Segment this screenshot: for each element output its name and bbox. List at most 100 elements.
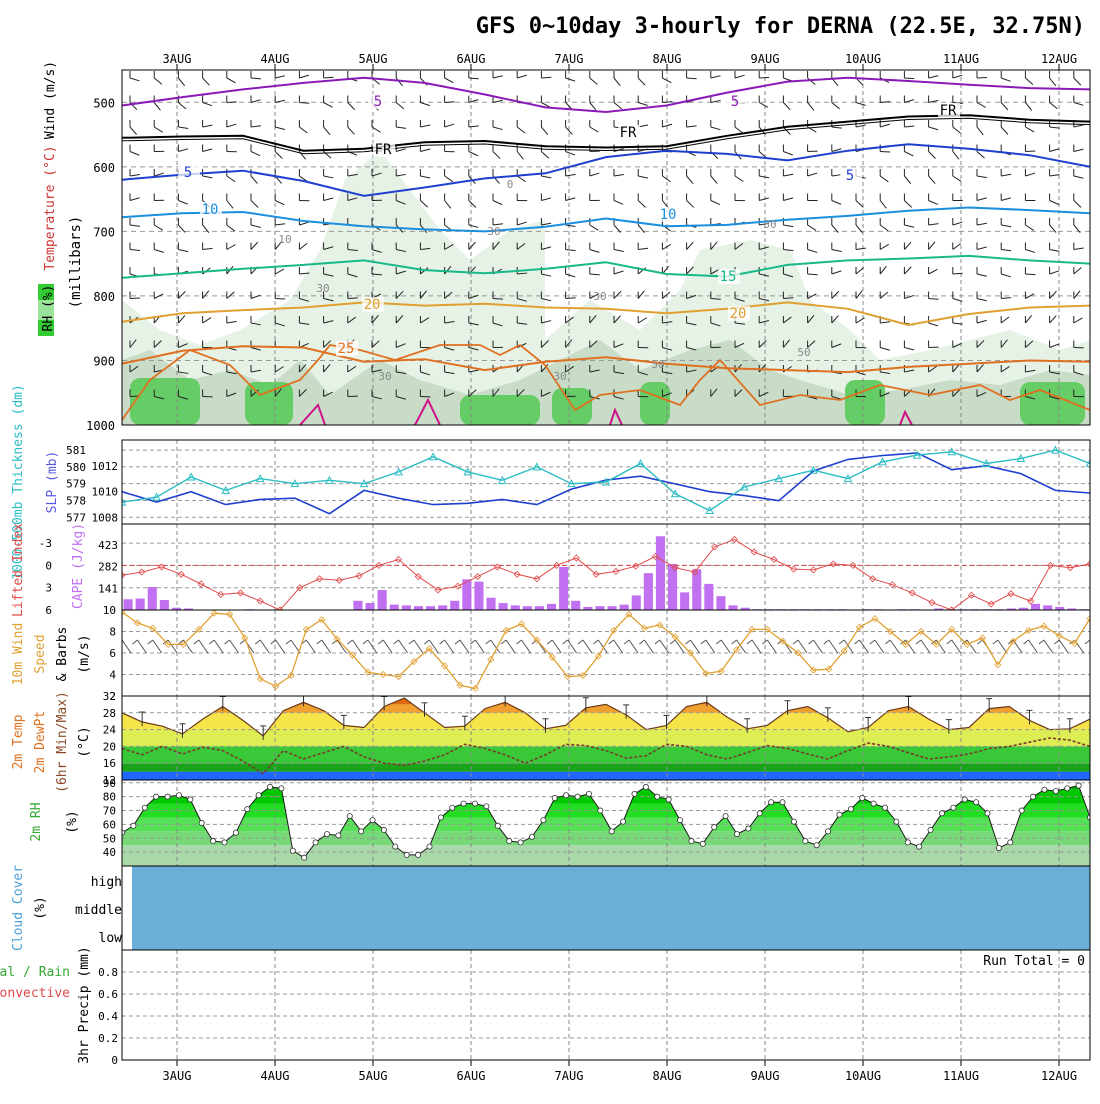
rh-marker (917, 844, 922, 849)
temp-axis-label-4: (°C) (77, 726, 92, 757)
wind-barb (1025, 274, 1035, 275)
wind-barb (977, 77, 987, 78)
wind-barb (541, 198, 551, 201)
wind-barb (783, 103, 790, 110)
rh-marker (347, 813, 352, 818)
isotherm-label-fr3: FR (940, 103, 957, 119)
rh-marker (655, 794, 660, 799)
wind-barb (662, 176, 670, 182)
wind-barb-10m-flag (332, 640, 337, 644)
wind-barb (977, 299, 987, 301)
wind-barb-10m-flag (424, 640, 429, 644)
rh-marker (267, 784, 272, 789)
wind-barb-10m (598, 640, 607, 653)
wind-barb (808, 225, 816, 230)
wind-barb (324, 176, 334, 178)
wind-barb-10m (1044, 640, 1053, 653)
wind-barb-10m-flag (440, 640, 445, 644)
rh-marker (700, 841, 705, 846)
rh-contour-label: 0 (507, 178, 514, 191)
wind-barb (178, 78, 184, 86)
wind-barb-10m-flag (547, 640, 552, 644)
thickness-tick-label: 580 (66, 461, 86, 474)
isotherm-label-5b: 5 (846, 168, 854, 184)
wind-barb (590, 274, 600, 275)
cape-bar (426, 606, 435, 610)
rh-marker (1030, 794, 1035, 799)
wind-barb (445, 124, 455, 127)
wind-barb (493, 299, 503, 300)
rh-marker (837, 812, 842, 817)
wind-barb (590, 250, 600, 253)
wind-barb (493, 76, 503, 78)
wind-barb-10m-flag (916, 640, 921, 644)
wind-barb (299, 243, 307, 249)
rh-marker (518, 840, 523, 845)
wind-barb-10m (1090, 640, 1099, 653)
isotherm-label-25: 25 (338, 341, 355, 357)
wind-barb-10m-flag (716, 640, 721, 644)
wind-barb-10m (583, 640, 592, 653)
wind-barb (493, 201, 502, 205)
wind-barb-10m (214, 640, 223, 653)
thickness-tick-label: 581 (66, 444, 86, 457)
rh-marker (359, 829, 364, 834)
wind-barb (614, 174, 624, 176)
wind-barb (130, 250, 140, 251)
wind-barb (590, 173, 600, 176)
temperature-axis-label: Temperature (°C) (43, 145, 58, 270)
rh-marker (256, 793, 261, 798)
wind10m-axis-label-3: & Barbs (55, 627, 70, 682)
wind-barb-10m-flag (593, 640, 598, 644)
wind-barb (420, 149, 430, 151)
wind-barb (783, 198, 793, 201)
date-label-top: 5AUG (359, 52, 388, 66)
wind-barb (178, 149, 188, 152)
wind10m-axis-label-2: Speed (33, 634, 48, 673)
wind-barb-10m (1029, 640, 1038, 653)
rh-marker (620, 819, 625, 824)
wind-barb (832, 127, 842, 128)
date-label-top: 3AUG (163, 52, 192, 66)
wind-barb (566, 78, 575, 81)
cape-bar (450, 601, 459, 610)
cape-bar (656, 536, 665, 610)
wind-barb (614, 291, 621, 298)
wind-barb (178, 201, 187, 205)
wind-barb (832, 201, 841, 205)
wind-barb (227, 225, 235, 231)
wind-barb (953, 176, 961, 181)
rh-marker (529, 834, 534, 839)
temp-axis-label-1: 2m Temp (11, 714, 26, 769)
wind-barb-10m-flag (516, 640, 521, 644)
cape-bar (390, 605, 399, 610)
wind-barb (783, 174, 793, 176)
wind-barb (227, 292, 235, 299)
rh-marker (575, 794, 580, 799)
chart-title: GFS 0~10day 3-hourly for DERNA (22.5E, 3… (476, 14, 1085, 39)
wind-barb (396, 149, 406, 152)
precip-tick-label: 0 (111, 1054, 118, 1067)
wind-barb-10m-flag (701, 640, 706, 644)
slp-tick-label: 1008 (92, 512, 119, 525)
rh-marker (1076, 783, 1081, 788)
rh-marker (712, 825, 717, 830)
date-label-bottom: 6AUG (457, 1069, 486, 1083)
wind-barb (517, 75, 527, 78)
rh-shade-high (130, 378, 200, 425)
wind-barb-10m-flag (148, 640, 153, 644)
precip-tick-label: 0.4 (98, 1010, 118, 1023)
wind-barb (904, 348, 914, 350)
rh-marker (939, 811, 944, 816)
wind-barb (808, 250, 818, 253)
wind-barb (227, 124, 237, 127)
li-tick-label: 0 (45, 559, 52, 572)
rh-marker (154, 794, 159, 799)
wind-barb (856, 103, 866, 106)
wind-barb-10m (706, 640, 715, 653)
wind-barb (590, 103, 596, 111)
date-label-bottom: 12AUG (1041, 1069, 1077, 1083)
